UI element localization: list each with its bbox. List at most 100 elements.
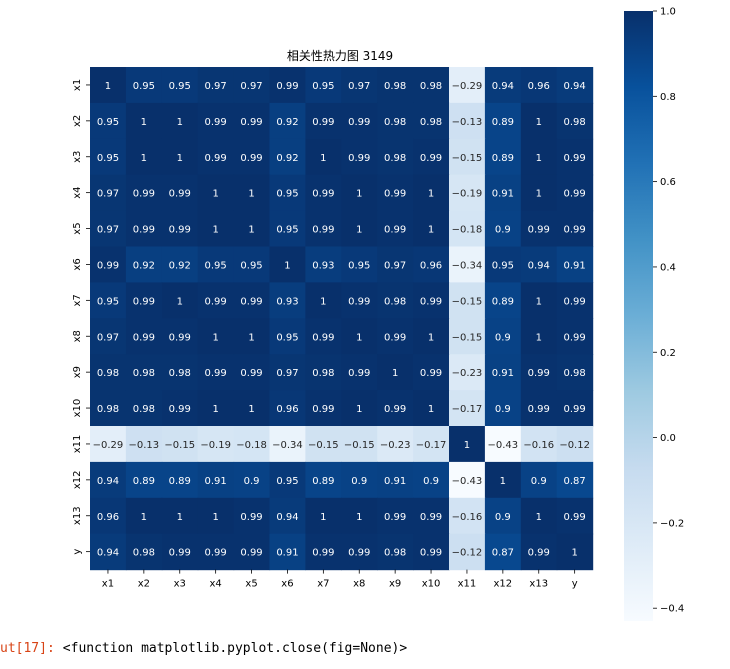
heatmap-cell [90,282,127,319]
heatmap-cell [125,174,163,212]
cell-value-label: 0.94 [97,476,119,487]
cell-value-label: 0.99 [420,368,442,379]
y-tick-label: x8 [72,330,83,342]
heatmap-cell [484,246,522,283]
cell-value-label: 0.9 [423,476,439,487]
heatmap-cell [377,318,414,355]
cell-value-label: 0.87 [564,476,586,487]
heatmap-cell [449,354,486,391]
heatmap-cell [520,210,558,248]
cell-value-label: 0.99 [240,296,262,307]
heatmap-cell [520,246,558,283]
cell-value-label: 0.94 [564,81,586,92]
cell-value-label: 1 [141,512,147,523]
heatmap-cell [341,533,378,571]
cell-value-label: 0.99 [133,225,155,236]
heatmap-cell [269,461,306,499]
y-tick-label: x4 [72,187,83,199]
cell-value-label: −0.18 [452,225,483,236]
y-tick-label: x11 [72,435,83,454]
cell-value-label: 0.92 [133,260,155,271]
heatmap-cell [161,533,199,571]
cell-value-label: 0.99 [97,260,119,271]
heatmap-cell [520,318,558,355]
x-tick-label: x4 [210,579,222,590]
heatmap-cell [556,174,594,212]
cell-value-label: −0.16 [523,440,554,451]
heatmap-cell [197,138,235,176]
x-tick-label: x2 [138,579,150,590]
cell-value-label: 1 [320,512,326,523]
cell-value-label: 0.99 [384,404,406,415]
heatmap-cell [377,174,414,212]
heatmap-cell [125,102,163,140]
y-tick-label: x1 [72,79,83,91]
cell-value-label: 1 [212,404,218,415]
heatmap-cell [449,318,486,355]
heatmap-cell [269,318,306,355]
heatmap-cell [90,354,127,391]
cell-value-label: 0.95 [97,296,119,307]
cell-value-label: 0.97 [97,189,119,200]
heatmap-cell [161,354,199,391]
cell-value-label: 0.97 [240,81,262,92]
heatmap-cell [341,461,378,499]
cell-value-label: −0.34 [452,260,483,271]
heatmap-cell [125,426,163,463]
heatmap-cell [161,246,199,283]
cell-value-label: 0.99 [169,332,191,343]
cell-value-label: 0.94 [492,81,514,92]
cell-value-label: 1 [284,260,290,271]
cell-value-label: 1 [248,189,254,200]
heatmap-cell [125,533,163,571]
heatmap-cell [161,210,199,248]
x-tick-label: x6 [281,579,293,590]
cell-value-label: 0.99 [384,189,406,200]
heatmap-cell [449,282,486,319]
heatmap-cell [305,426,342,463]
cell-value-label: 0.97 [276,368,298,379]
heatmap-cell [484,210,522,248]
cell-value-label: 1 [536,117,542,128]
heatmap-cell [520,102,558,140]
cell-value-label: 0.99 [169,225,191,236]
heatmap-cell [413,390,450,427]
cell-value-label: 1 [536,512,542,523]
heatmap-cell [305,390,342,427]
colorbar-tick-label: 1.0 [660,7,676,18]
heatmap-cell [520,354,558,391]
heatmap-cell [233,246,271,283]
heatmap-cell [520,390,558,427]
cell-value-label: 1 [428,189,434,200]
cell-value-label: −0.13 [452,117,483,128]
heatmap-cell [484,354,522,391]
cell-value-label: 1 [356,332,362,343]
cell-value-label: 0.9 [351,476,367,487]
heatmap-cell [377,426,414,463]
cell-value-label: 0.96 [97,512,119,523]
cell-value-label: 0.98 [169,368,191,379]
colorbar-tick-label: −0.2 [660,518,684,529]
heatmap-cell [556,354,594,391]
heatmap-cell [484,138,522,176]
cell-value-label: 0.89 [133,476,155,487]
cell-value-label: 0.98 [133,368,155,379]
cell-value-label: 0.95 [312,81,334,92]
cell-value-label: −0.15 [452,332,483,343]
cell-value-label: 1 [536,189,542,200]
cell-value-label: 0.92 [169,260,191,271]
cell-value-label: 0.98 [384,117,406,128]
heatmap-cell [484,390,522,427]
cell-value-label: 0.95 [169,81,191,92]
cell-value-label: 0.99 [564,225,586,236]
heatmap-cell [90,138,127,176]
cell-value-label: 0.98 [97,404,119,415]
cell-value-label: 0.89 [312,476,334,487]
heatmap-cell [161,318,199,355]
heatmap-cell [305,174,342,212]
cell-value-label: −0.19 [200,440,231,451]
heatmap-cell [233,497,271,535]
cell-value-label: −0.34 [272,440,303,451]
cell-value-label: 0.99 [420,296,442,307]
heatmap-cell [413,174,450,212]
